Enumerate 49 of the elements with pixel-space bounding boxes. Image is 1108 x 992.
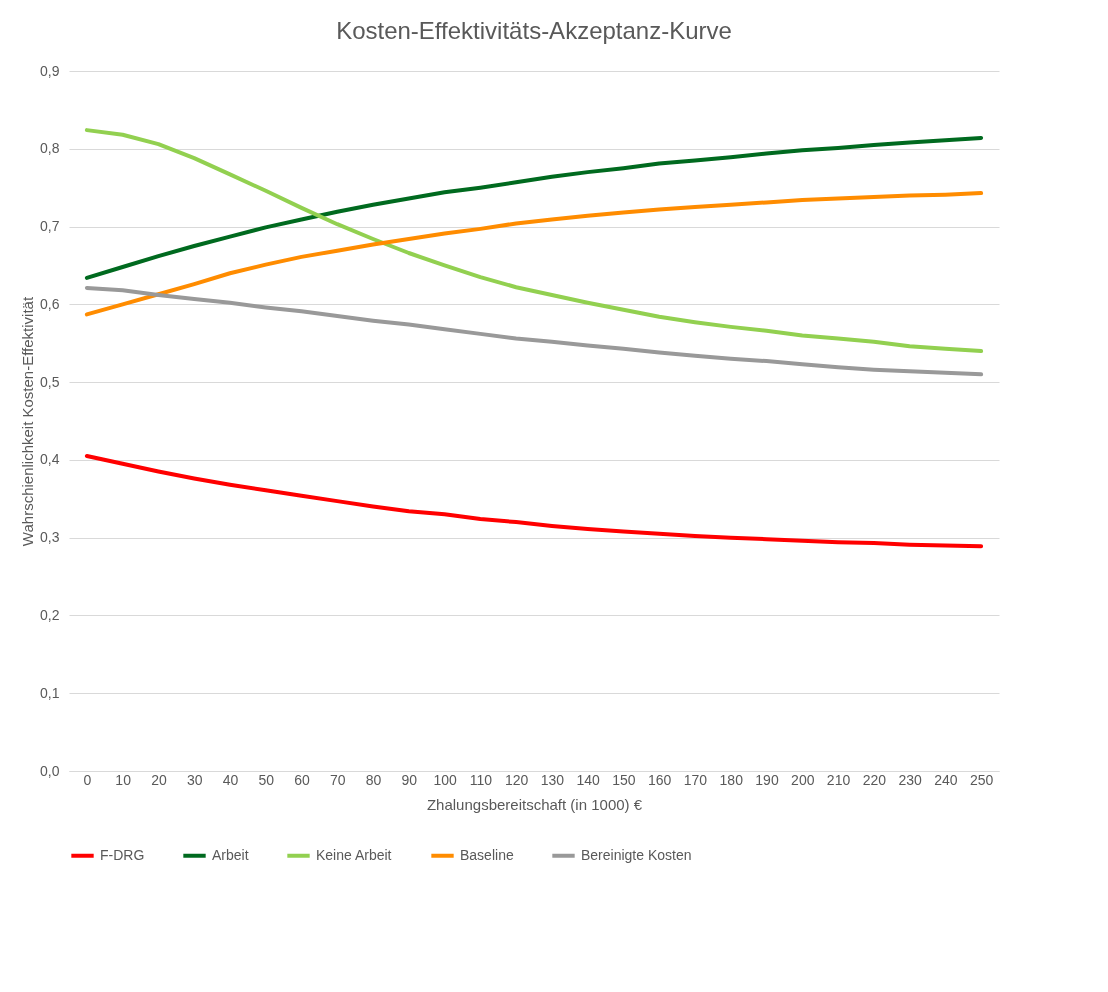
y-tick-label: 0,5 — [40, 373, 60, 390]
x-tick-label: 110 — [469, 771, 493, 788]
x-tick-label: 70 — [329, 771, 346, 788]
x-tick-label: 10 — [115, 771, 132, 788]
y-tick-label: 0,9 — [40, 62, 60, 79]
y-tick-label: 0,1 — [40, 684, 60, 701]
x-tick-label: 200 — [791, 771, 815, 788]
x-tick-label: 250 — [969, 771, 994, 788]
x-tick-label: 190 — [755, 771, 779, 788]
x-tick-label: 0 — [83, 771, 92, 788]
x-tick-label: 210 — [826, 771, 851, 788]
x-tick-label: 180 — [719, 771, 744, 788]
line-series — [84, 191, 984, 317]
y-tick-label: 0,8 — [40, 140, 60, 157]
x-tick-label: 130 — [540, 771, 565, 788]
x-tick-label: 240 — [934, 771, 958, 788]
x-tick-label: 230 — [898, 771, 922, 788]
x-tick-label: 150 — [612, 771, 636, 788]
y-tick-label: 0,7 — [40, 218, 60, 235]
x-tick-label: 30 — [186, 771, 203, 788]
x-tick-label: 60 — [294, 771, 310, 788]
x-tick-label: 50 — [258, 771, 275, 788]
line-series — [84, 286, 984, 377]
x-tick-label: 120 — [504, 771, 529, 788]
legend-label: Arbeit — [212, 846, 249, 863]
x-tick-label: 80 — [365, 771, 382, 788]
legend-label: Baseline — [460, 846, 514, 863]
legend-label: F-DRG — [100, 846, 145, 863]
y-axis-title: Wahrschienlichkeit Kosten-Effektivität — [19, 296, 37, 547]
y-tick-label: 0,6 — [40, 295, 60, 312]
y-tick-label: 0,4 — [40, 451, 60, 468]
legend-label: Keine Arbeit — [316, 846, 392, 863]
x-tick-label: 140 — [576, 771, 601, 788]
y-tick-label: 0,3 — [40, 529, 60, 546]
y-tick-label: 0,0 — [40, 762, 60, 779]
x-tick-label: 160 — [648, 771, 672, 788]
x-axis-title: Zhalungsbereitschaft (in 1000) € — [426, 795, 643, 813]
x-tick-label: 170 — [683, 771, 708, 788]
x-tick-label: 100 — [433, 771, 457, 788]
x-tick-label: 20 — [151, 771, 167, 788]
y-tick-label: 0,2 — [40, 606, 60, 623]
x-tick-label: 220 — [862, 771, 887, 788]
line-series — [84, 135, 984, 280]
line-series — [84, 128, 984, 353]
line-series — [84, 454, 984, 549]
chart-title: Kosten-Effektivitäts-Akzeptanz-Kurve — [336, 17, 732, 44]
legend-label: Bereinigte Kosten — [581, 846, 692, 863]
x-tick-label: 90 — [401, 771, 418, 788]
x-tick-label: 40 — [222, 771, 239, 788]
